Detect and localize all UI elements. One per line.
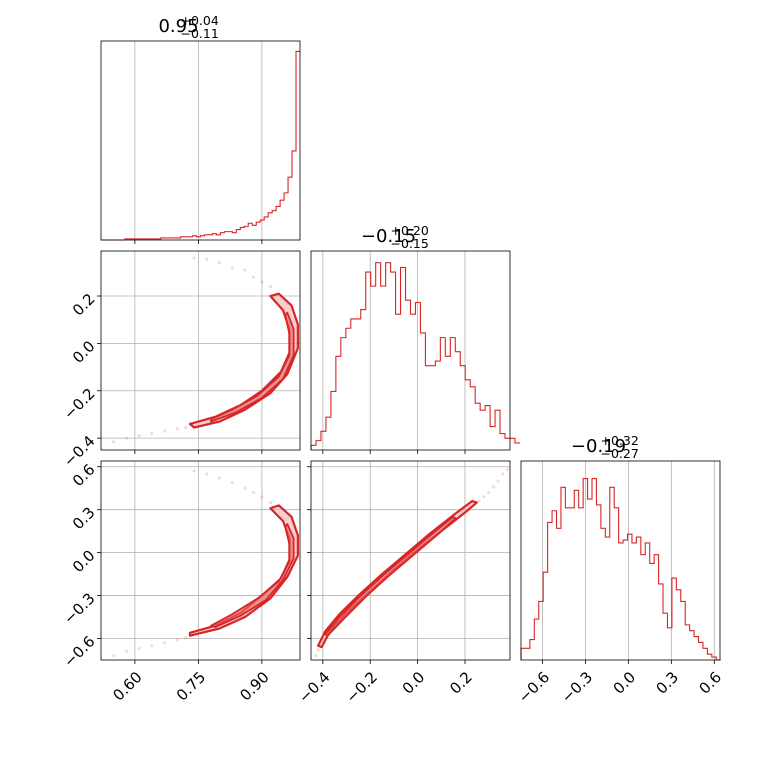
- scatter-point: [184, 636, 188, 640]
- scatter-point: [112, 654, 116, 658]
- scatter-point: [112, 440, 116, 444]
- scatter-point: [260, 280, 264, 284]
- title-median: −0.15: [361, 226, 416, 247]
- marginal-title-0: 0.95: [158, 16, 198, 37]
- x-tick-label: 0.60: [109, 668, 145, 704]
- y-tick-label: −0.6: [60, 632, 98, 670]
- x-tick-label: −0.4: [295, 668, 333, 706]
- scatter-point: [162, 641, 167, 645]
- density-contour: [210, 523, 295, 628]
- scatter-point: [150, 431, 154, 436]
- scatter-point: [260, 495, 264, 499]
- x-tick-label: 0.0: [399, 668, 429, 698]
- axes-frame: [100, 250, 301, 451]
- scatter-point: [175, 427, 179, 431]
- scatter-point: [314, 654, 318, 658]
- title-upper-error: +0.20: [391, 223, 429, 238]
- y-tick-label: 0.0: [69, 546, 99, 576]
- panel-hist-2: −0.6 −0.3 0.0 0.3 0.6: [515, 460, 725, 707]
- panel-pair-1-2: −0.4 −0.2 0.0 0.2: [295, 460, 511, 707]
- title-median: −0.19: [571, 436, 626, 457]
- y-tick-label: 0.0: [69, 337, 99, 367]
- panel-pair-0-2: 0.60 0.75 0.90−0.6−0.30.00.30.6: [60, 460, 301, 704]
- scatter-point: [205, 257, 209, 261]
- scatter-point: [217, 476, 222, 480]
- axes-frame: [310, 250, 511, 451]
- scatter-point: [137, 646, 141, 651]
- scatter-point: [316, 648, 320, 652]
- histogram-step: [310, 262, 520, 450]
- corner-panels: −0.6 −0.3 0.0 0.3 0.6−0.4−0.20.00.20.60 0.75 0…: [60, 40, 725, 707]
- marginal-titles: 0.95+0.04−0.11 −0.15+0.20−0.15 −0.19+0.32−…: [158, 13, 638, 461]
- axes-frame: [100, 40, 301, 241]
- title-upper-error: +0.04: [181, 13, 219, 28]
- x-tick-label: −0.6: [515, 668, 553, 706]
- scatter-point: [243, 268, 247, 272]
- scatter-point: [175, 638, 179, 642]
- scatter-point: [268, 500, 272, 505]
- panel-hist-0: [100, 40, 301, 244]
- scatter-point: [482, 495, 486, 499]
- title-upper-error: +0.32: [601, 433, 639, 448]
- y-tick-label: −0.4: [60, 432, 98, 470]
- title-lower-error: −0.15: [391, 236, 429, 251]
- x-tick-label: 0.6: [695, 668, 725, 698]
- title-lower-error: −0.11: [181, 26, 219, 41]
- scatter-point: [205, 472, 209, 476]
- density-contour: [188, 504, 299, 637]
- scatter-point: [230, 265, 234, 270]
- density-contour: [324, 515, 457, 637]
- scatter-point: [268, 284, 272, 289]
- x-tick-label: 0.0: [610, 668, 640, 698]
- title-median: 0.95: [158, 16, 198, 37]
- density-contour: [210, 311, 295, 423]
- scatter-point: [491, 485, 496, 489]
- scatter-point: [124, 649, 129, 654]
- y-tick-label: −0.3: [60, 589, 98, 627]
- scatter-point: [217, 261, 222, 265]
- scatter-point: [477, 499, 481, 503]
- scatter-point: [496, 479, 500, 483]
- scatter-point: [243, 486, 247, 490]
- histogram-step: [520, 478, 721, 661]
- x-tick-label: 0.90: [236, 668, 272, 704]
- x-tick-label: −0.3: [558, 668, 596, 706]
- scatter-point: [192, 256, 196, 260]
- scatter-point: [501, 472, 505, 476]
- scatter-point: [192, 469, 196, 473]
- x-tick-label: 0.3: [653, 668, 683, 698]
- marginal-title-2: −0.19: [571, 436, 626, 457]
- scatter-point: [137, 434, 141, 438]
- x-tick-label: 0.75: [173, 668, 209, 704]
- density-contour: [317, 499, 478, 649]
- x-tick-label: −0.2: [343, 668, 381, 706]
- scatter-point: [487, 490, 491, 495]
- scatter-point: [124, 436, 129, 440]
- axes-frame: [100, 460, 301, 661]
- scatter-point: [162, 429, 167, 433]
- panel-pair-0-1: −0.4 −0.2 0.0 0.2: [60, 250, 301, 470]
- panel-hist-1: [310, 250, 520, 454]
- axes-frame: [310, 460, 511, 661]
- scatter-point: [184, 425, 188, 430]
- histogram-step: [101, 50, 300, 241]
- y-tick-label: 0.2: [69, 290, 99, 320]
- x-tick-label: 0.2: [446, 668, 476, 698]
- title-lower-error: −0.27: [601, 446, 639, 461]
- scatter-point: [150, 644, 154, 648]
- axes-frame: [520, 460, 721, 661]
- y-tick-label: 0.3: [69, 503, 99, 533]
- y-tick-label: −0.2: [60, 385, 98, 423]
- scatter-point: [506, 467, 510, 472]
- marginal-title-1: −0.15: [361, 226, 416, 247]
- scatter-point: [251, 490, 256, 495]
- scatter-point: [251, 275, 256, 279]
- scatter-point: [230, 480, 234, 485]
